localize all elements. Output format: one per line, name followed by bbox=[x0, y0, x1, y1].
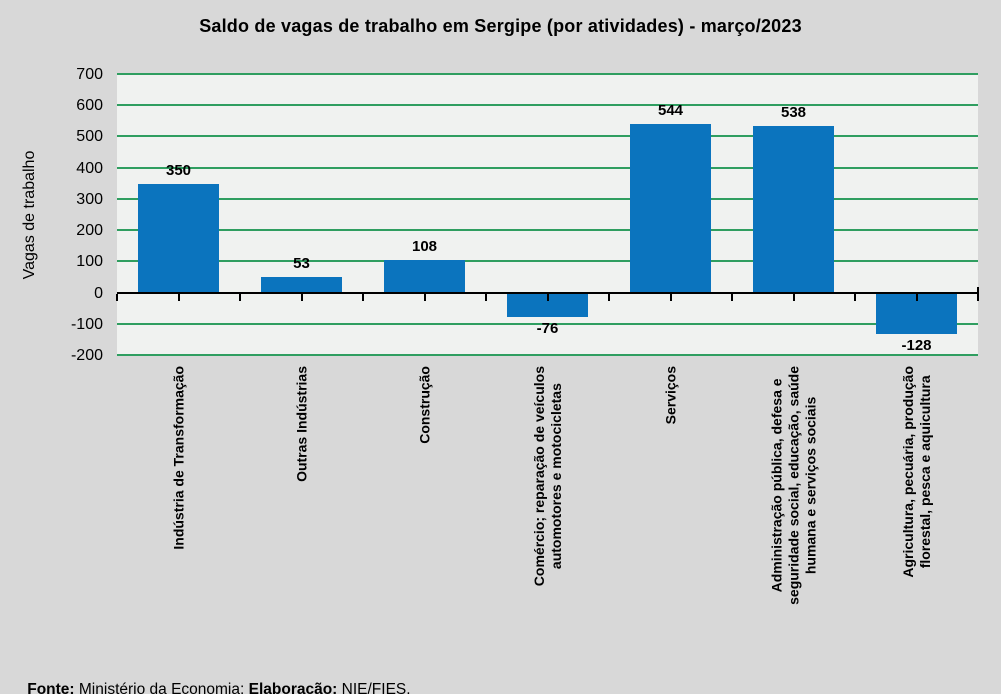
gridline bbox=[117, 166, 978, 169]
x-axis-tick bbox=[669, 293, 672, 301]
y-tick-label: 0 bbox=[94, 284, 103, 302]
category-label: Serviços bbox=[662, 366, 678, 425]
y-tick-label: -200 bbox=[70, 347, 103, 364]
category-label: Comércio; reparação de veículos automoto… bbox=[530, 366, 564, 587]
source-text: Ministério da Economia; bbox=[74, 681, 249, 694]
elaboration-label: Elaboração: bbox=[248, 681, 338, 694]
bar bbox=[138, 184, 219, 294]
y-tick-label: 100 bbox=[76, 253, 103, 271]
y-tick-label: 300 bbox=[76, 190, 103, 208]
x-axis-tick bbox=[546, 293, 549, 301]
source-note: Fonte: Ministério da Economia; Elaboraçã… bbox=[10, 663, 411, 694]
x-axis-tick bbox=[300, 293, 303, 301]
bar-value-label: -76 bbox=[536, 320, 559, 338]
y-tick-label: 700 bbox=[76, 66, 103, 83]
gridline bbox=[117, 135, 978, 138]
category-label: Agricultura, pecuária, produção floresta… bbox=[899, 366, 933, 578]
x-axis-tick bbox=[116, 293, 118, 301]
source-label: Fonte: bbox=[27, 681, 75, 694]
x-axis-tick bbox=[177, 293, 180, 301]
chart-title: Saldo de vagas de trabalho em Sergipe (p… bbox=[199, 16, 802, 36]
x-axis-tick bbox=[608, 293, 610, 301]
gridline bbox=[117, 104, 978, 107]
x-axis-line bbox=[117, 291, 978, 295]
bar-value-label: 544 bbox=[657, 101, 684, 119]
bar-value-label: -128 bbox=[901, 336, 932, 354]
gridline bbox=[117, 229, 978, 232]
gridline bbox=[117, 260, 978, 263]
gridline bbox=[117, 354, 978, 356]
gridline bbox=[117, 197, 978, 200]
x-axis-tick bbox=[731, 293, 733, 301]
y-tick-label: 200 bbox=[76, 222, 103, 240]
y-tick-label: 400 bbox=[76, 159, 103, 177]
y-tick-label: 500 bbox=[76, 128, 103, 146]
x-axis-tick bbox=[977, 286, 979, 301]
y-tick-label: -100 bbox=[70, 315, 103, 333]
x-axis-tick bbox=[792, 293, 795, 301]
category-label: Indústria de Transformação bbox=[170, 366, 186, 550]
x-axis-tick bbox=[362, 293, 364, 301]
bar bbox=[384, 259, 465, 294]
x-axis-tick bbox=[239, 293, 241, 301]
category-label: Construção bbox=[416, 366, 432, 444]
bar-value-label: 108 bbox=[411, 237, 438, 255]
x-axis-tick bbox=[485, 293, 487, 301]
bar-value-label: 538 bbox=[780, 103, 807, 121]
category-label: Outras Indústrias bbox=[293, 366, 309, 482]
elaboration-text: NIE/FIES. bbox=[337, 681, 411, 694]
bar bbox=[507, 293, 588, 318]
category-label: Administração pública, defesa e segurida… bbox=[768, 366, 818, 605]
bar bbox=[261, 277, 342, 294]
bar-value-label: 350 bbox=[165, 162, 192, 180]
bar bbox=[753, 125, 834, 294]
bar-value-label: 53 bbox=[293, 255, 310, 272]
gridline bbox=[117, 73, 978, 75]
gridline bbox=[117, 322, 978, 325]
plot-area bbox=[116, 73, 979, 356]
x-axis-tick bbox=[915, 293, 918, 301]
y-tick-label: 600 bbox=[76, 97, 103, 115]
x-axis-tick bbox=[423, 293, 426, 301]
x-axis-tick bbox=[854, 293, 856, 301]
bar bbox=[630, 123, 711, 294]
